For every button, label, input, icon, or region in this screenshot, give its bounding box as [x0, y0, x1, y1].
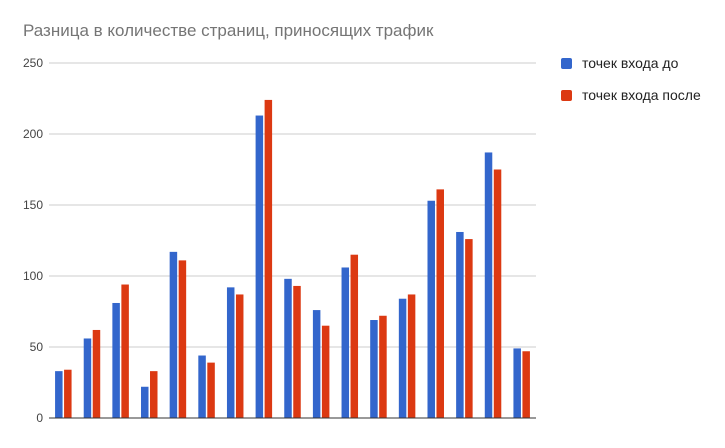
bar-before-1[interactable] [55, 371, 63, 418]
bar-before-13[interactable] [398, 298, 407, 418]
y-tick-label: 100 [23, 269, 43, 283]
legend-swatch-before [561, 57, 572, 69]
legend-item-after[interactable]: точек входа после [561, 86, 701, 104]
bar-after-17[interactable] [522, 351, 530, 418]
bar-after-16[interactable] [493, 169, 502, 419]
bar-after-15[interactable] [465, 239, 473, 418]
bar-before-2[interactable] [83, 338, 92, 418]
bar-before-7[interactable] [226, 287, 235, 418]
bar-before-4[interactable] [141, 386, 149, 418]
bar-after-11[interactable] [350, 254, 359, 418]
legend-label-before: точек входа до [582, 55, 679, 71]
legend-label-after: точек входа после [582, 87, 701, 103]
chart-title: Разница в количестве страниц, приносящих… [23, 21, 434, 40]
bar-before-14[interactable] [427, 200, 435, 418]
bar-before-17[interactable] [513, 348, 521, 418]
gridlines [49, 62, 536, 348]
y-axis-ticks: 0 50 100 150 200 250 [23, 56, 43, 425]
bar-before-10[interactable] [312, 310, 321, 418]
bar-after-7[interactable] [235, 294, 244, 418]
legend-item-before[interactable]: точек входа до [561, 54, 701, 72]
bar-before-6[interactable] [198, 355, 206, 418]
bar-after-8[interactable] [264, 99, 273, 419]
bar-after-13[interactable] [407, 294, 416, 418]
bar-after-12[interactable] [379, 315, 387, 418]
bar-after-10[interactable] [321, 325, 330, 418]
bar-before-9[interactable] [284, 278, 292, 418]
y-tick-label: 50 [30, 340, 44, 354]
bar-before-12[interactable] [370, 320, 378, 418]
bar-after-9[interactable] [293, 285, 301, 418]
bar-after-14[interactable] [436, 189, 444, 418]
legend: точек входа до точек входа после [561, 54, 701, 118]
bar-after-5[interactable] [178, 260, 187, 418]
bar-before-8[interactable] [255, 115, 264, 418]
bar-before-11[interactable] [341, 267, 350, 418]
bar-after-3[interactable] [121, 284, 129, 418]
bar-after-6[interactable] [207, 362, 215, 418]
bar-before-15[interactable] [456, 231, 464, 418]
bar-before-16[interactable] [484, 152, 493, 418]
bar-after-4[interactable] [150, 371, 158, 418]
bar-after-1[interactable] [64, 369, 72, 418]
bar-after-2[interactable] [92, 329, 101, 418]
y-tick-label: 250 [23, 56, 43, 70]
y-tick-label: 200 [23, 127, 43, 141]
bar-before-5[interactable] [169, 251, 178, 418]
y-tick-label: 150 [23, 198, 43, 212]
bars [55, 99, 530, 419]
y-tick-label: 0 [36, 411, 43, 425]
bar-before-3[interactable] [112, 302, 120, 418]
legend-swatch-after [561, 89, 572, 101]
